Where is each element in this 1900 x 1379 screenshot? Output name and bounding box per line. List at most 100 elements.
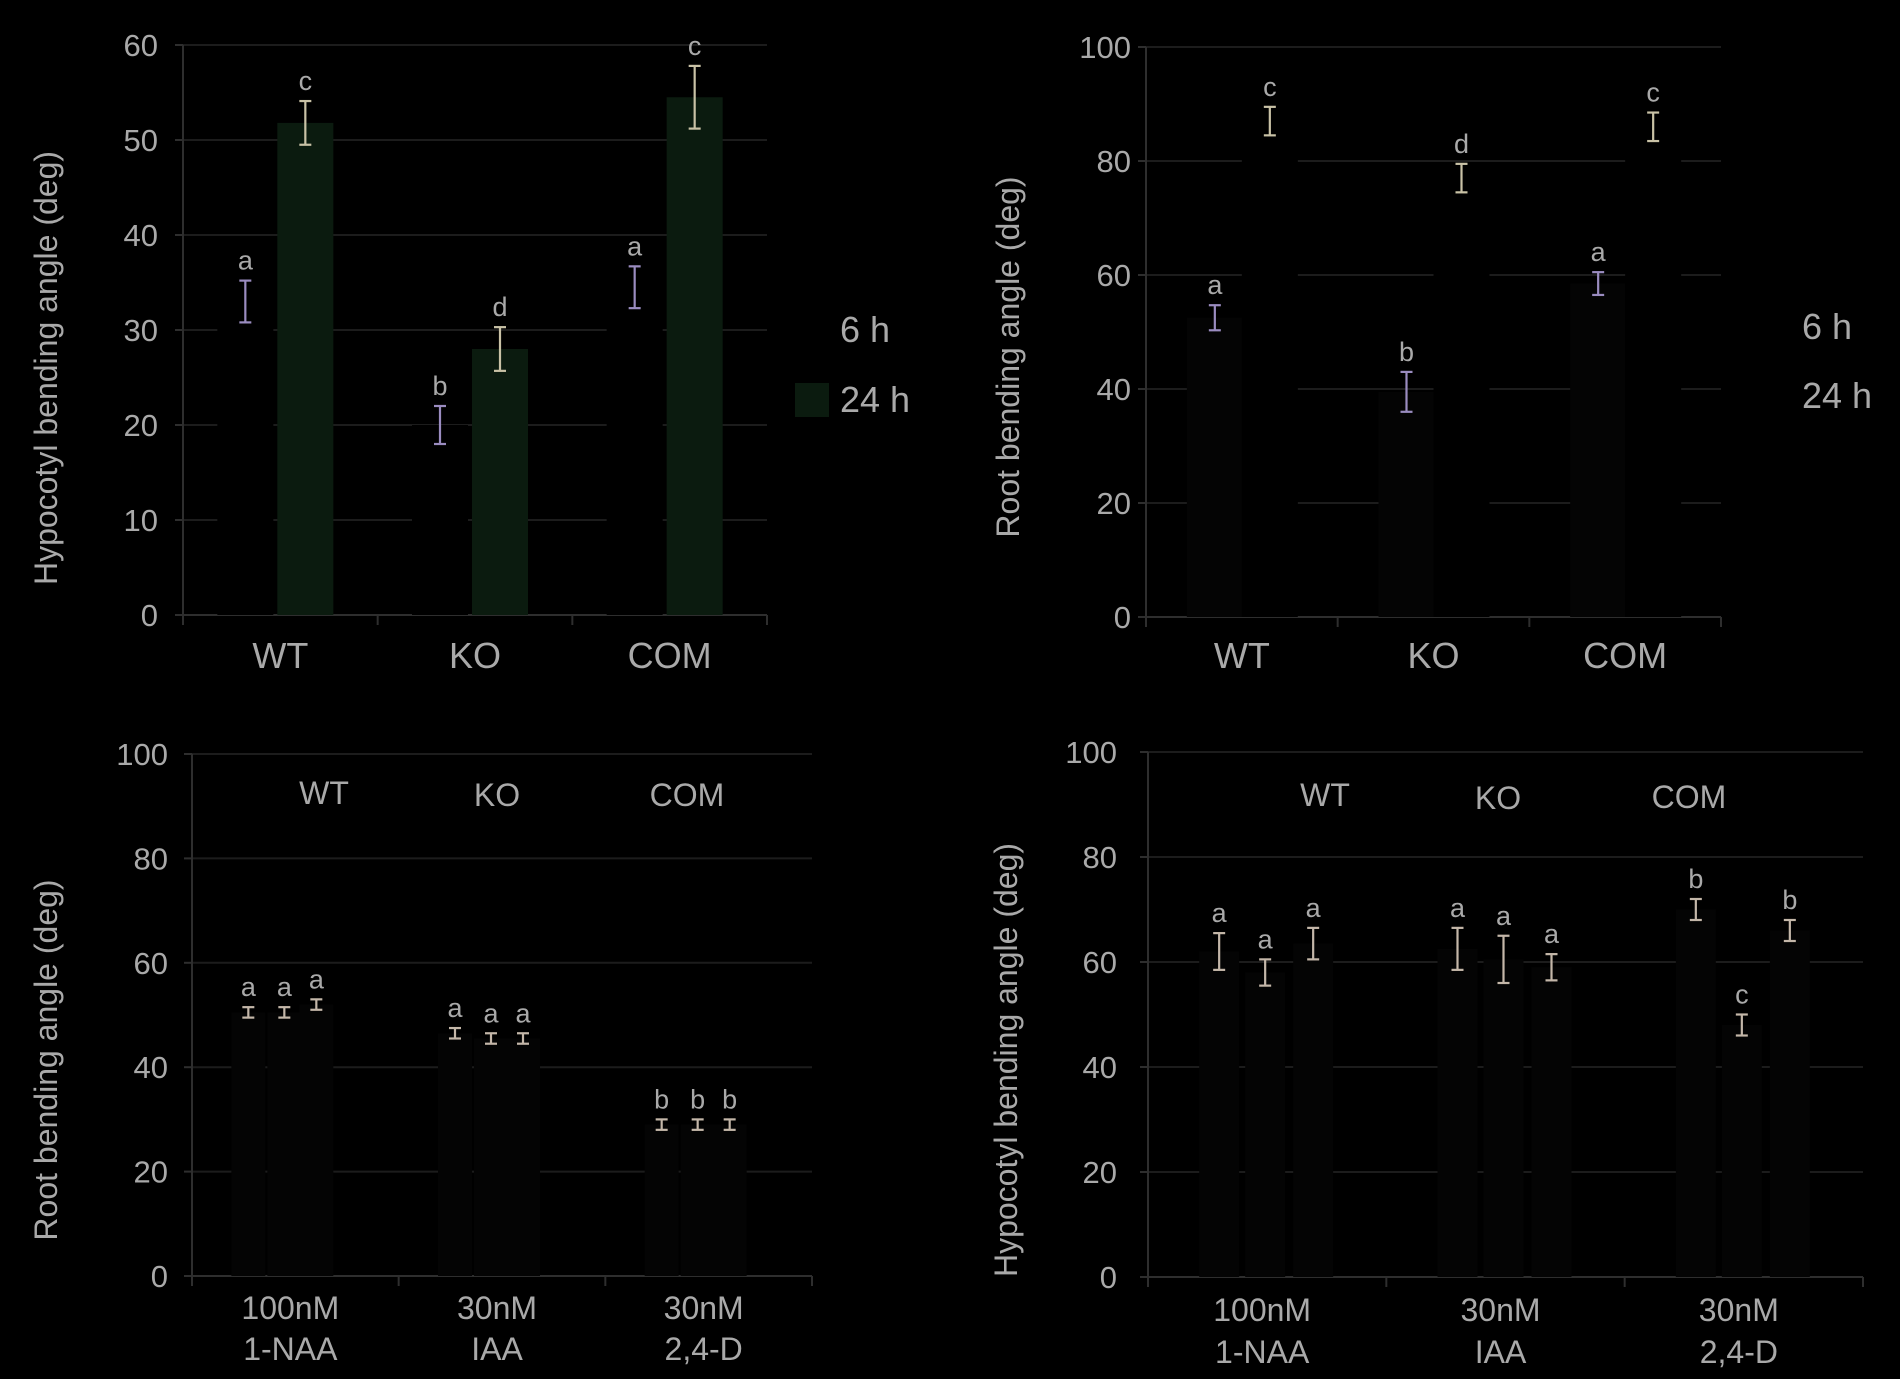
significance-letter: a <box>1496 901 1512 931</box>
x-tick-label: 1-NAA <box>1215 1334 1310 1370</box>
significance-letter: a <box>515 998 531 1028</box>
error-bar <box>1307 926 1320 961</box>
y-axis-label: Root bending angle (deg) <box>990 176 1026 537</box>
error-bar <box>628 265 641 310</box>
y-tick-label: 80 <box>1083 840 1117 875</box>
bar <box>267 1012 302 1276</box>
significance-letter: a <box>1544 919 1560 949</box>
bar <box>1433 178 1490 617</box>
error-bar <box>485 1032 497 1045</box>
legend-label: KO <box>474 777 520 813</box>
y-axis-label: Root bending angle (deg) <box>28 879 64 1240</box>
error-bar <box>1259 958 1272 987</box>
y-tick-label: 50 <box>124 123 158 158</box>
y-tick-label: 60 <box>124 28 158 63</box>
bar <box>1293 943 1334 1277</box>
x-tick-label: 30nM <box>1460 1292 1540 1328</box>
error-bar <box>1213 932 1226 971</box>
chart-panel-D: 0 20 40 60 80 100 Hypocotyl bending angle (deg… <box>988 735 1864 1370</box>
x-tick-label: 100nM <box>241 1290 339 1326</box>
significance-letter: b <box>690 1084 705 1114</box>
bar <box>472 349 528 615</box>
x-tick-label: KO <box>449 635 501 676</box>
x-tick-label: IAA <box>471 1331 523 1367</box>
legend-label: KO <box>1475 780 1521 816</box>
y-tick-label: 100 <box>1065 735 1117 770</box>
significance-letter: c <box>1263 72 1277 102</box>
significance-letter: b <box>722 1084 737 1114</box>
significance-letter: a <box>277 972 293 1002</box>
legend-label: COM <box>650 777 725 813</box>
significance-letter: d <box>492 292 507 322</box>
y-tick-label: 20 <box>134 1155 168 1190</box>
x-tick-label: WT <box>1214 635 1270 676</box>
bar <box>299 1004 334 1276</box>
x-tick-label: 2,4-D <box>1700 1334 1778 1370</box>
error-bar <box>1689 897 1702 922</box>
x-tick-label: 30nM <box>1699 1292 1779 1328</box>
significance-letter: a <box>1306 893 1322 923</box>
significance-letter: c <box>299 66 313 96</box>
x-tick-label: 100nM <box>1213 1292 1311 1328</box>
y-tick-label: 100 <box>1079 30 1131 65</box>
significance-letter: c <box>688 31 702 61</box>
legend-label: COM <box>1652 779 1727 815</box>
y-tick-label: 80 <box>1097 144 1131 179</box>
bar <box>1769 930 1810 1277</box>
bar <box>680 1124 715 1276</box>
legend-label: 6 h <box>1802 306 1852 347</box>
y-tick-label: 0 <box>1114 600 1131 635</box>
significance-letter: c <box>1735 980 1749 1010</box>
bar <box>438 1033 472 1276</box>
significance-letter: b <box>1782 885 1797 915</box>
y-tick-label: 80 <box>134 841 168 876</box>
bar <box>1437 948 1478 1277</box>
y-tick-label: 0 <box>1100 1260 1117 1295</box>
y-tick-label: 60 <box>1097 258 1131 293</box>
bar <box>231 1012 266 1276</box>
y-tick-label: 0 <box>151 1259 168 1294</box>
bar <box>506 1038 540 1276</box>
bar <box>1675 909 1716 1277</box>
significance-letter: a <box>1450 893 1466 923</box>
bar <box>217 301 274 615</box>
bar <box>1186 317 1243 617</box>
significance-letter: b <box>1688 864 1703 894</box>
bar <box>1241 121 1298 617</box>
significance-letter: a <box>241 972 257 1002</box>
error-bar <box>310 998 323 1011</box>
y-tick-label: 40 <box>134 1050 168 1085</box>
x-tick-label: 30nM <box>457 1290 537 1326</box>
error-bar <box>1451 926 1464 971</box>
y-tick-label: 40 <box>1083 1050 1117 1085</box>
error-bar <box>434 404 446 446</box>
significance-letter: a <box>238 246 254 276</box>
chart-panel-A: 0 10 20 30 40 50 60 Hypocotyl bending angle (de… <box>28 28 910 676</box>
significance-letter: d <box>1454 129 1469 159</box>
y-tick-label: 10 <box>124 503 158 538</box>
error-bar <box>239 279 252 324</box>
error-bar <box>449 1026 461 1040</box>
legend-label: 24 h <box>840 379 910 420</box>
bar <box>644 1124 679 1276</box>
bar <box>412 425 468 615</box>
y-tick-label: 100 <box>116 737 168 772</box>
x-tick-label: 1-NAA <box>243 1331 338 1367</box>
significance-letter: a <box>483 998 499 1028</box>
bar <box>1721 1025 1762 1277</box>
y-tick-label: 20 <box>124 408 158 443</box>
bar <box>1378 391 1435 617</box>
x-tick-label: 2,4-D <box>665 1331 743 1367</box>
y-tick-label: 40 <box>124 218 158 253</box>
legend-label: WT <box>299 775 349 811</box>
legend-label: WT <box>1300 777 1350 813</box>
y-tick-label: 60 <box>134 946 168 981</box>
significance-letter: b <box>432 371 447 401</box>
error-bar <box>242 1006 255 1019</box>
bar <box>1199 951 1240 1277</box>
bar <box>1245 972 1286 1277</box>
legend-swatch <box>795 383 829 417</box>
error-bar <box>691 1118 704 1131</box>
